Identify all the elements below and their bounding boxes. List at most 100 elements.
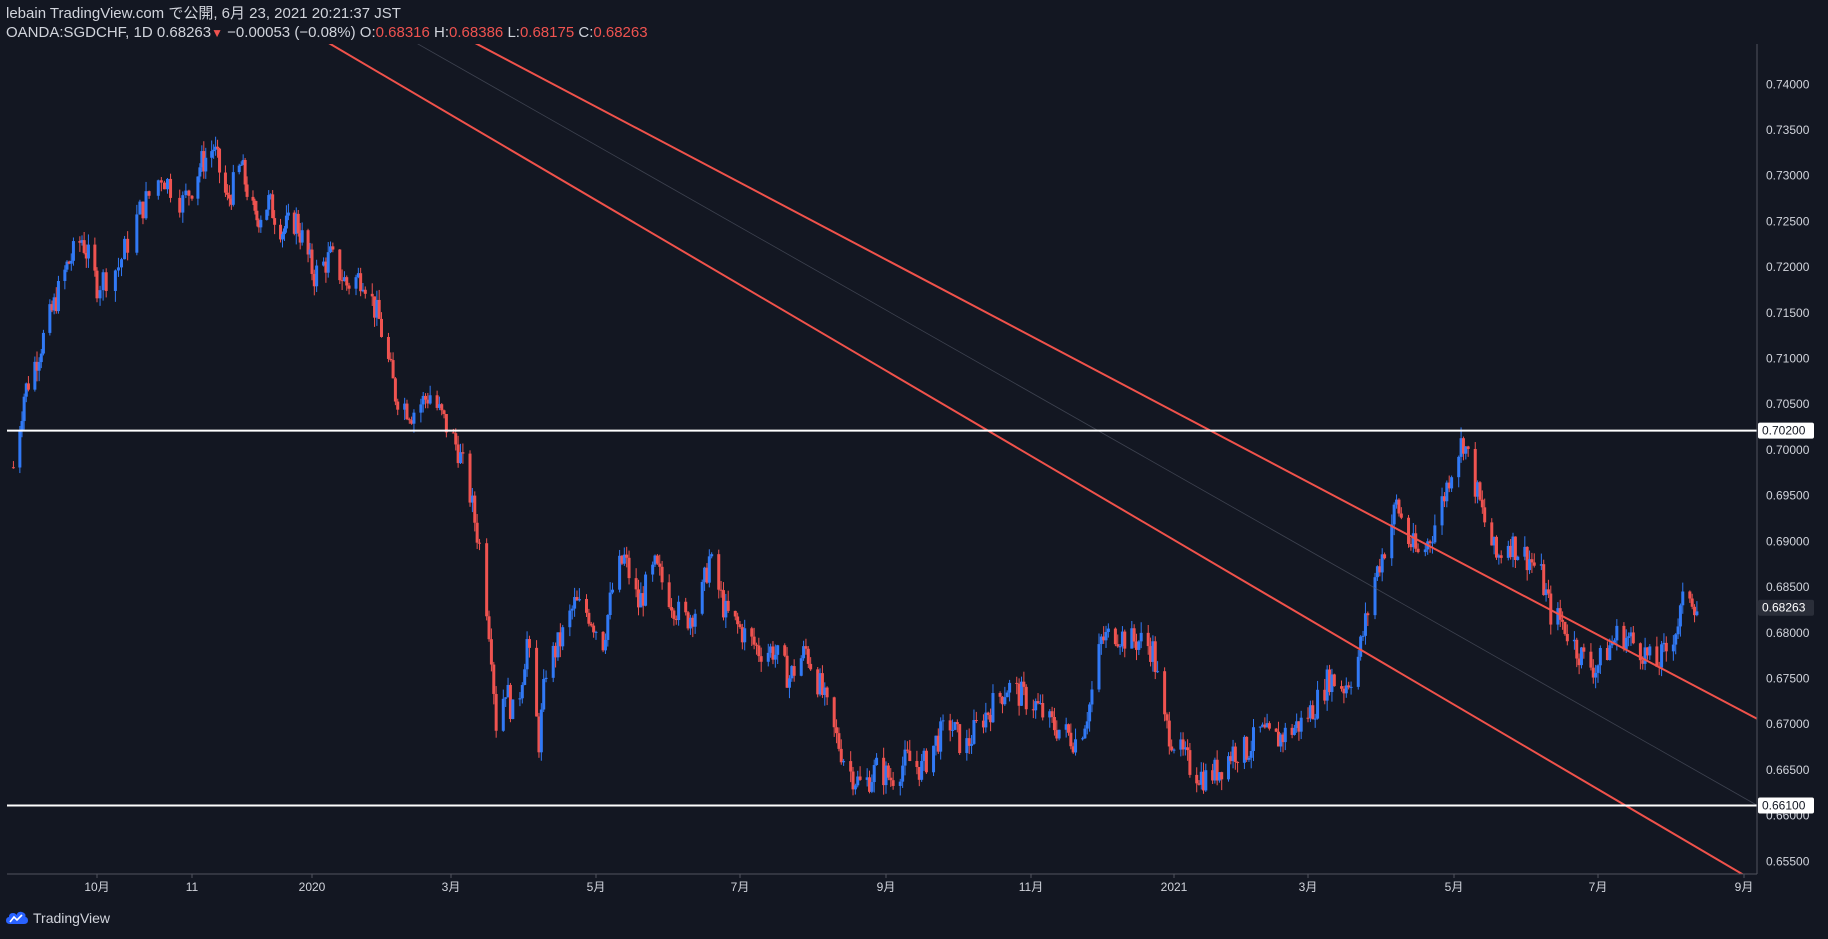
y-tick-label: 0.70000 bbox=[1766, 443, 1810, 457]
candle-body bbox=[391, 360, 395, 379]
candle-body bbox=[518, 698, 522, 700]
candle-body bbox=[1447, 482, 1451, 489]
candle-body bbox=[551, 645, 555, 678]
candle-body bbox=[141, 201, 145, 219]
candle-body bbox=[204, 157, 208, 172]
candle-body bbox=[989, 714, 993, 723]
candle-body bbox=[48, 304, 52, 333]
candle-body bbox=[253, 200, 257, 211]
candle-body bbox=[1490, 522, 1494, 546]
candle-body bbox=[870, 782, 874, 792]
candle-body bbox=[1457, 456, 1461, 478]
candle-body bbox=[1179, 739, 1183, 750]
tradingview-brand: TradingView bbox=[33, 910, 111, 926]
candle-body bbox=[377, 299, 381, 319]
candle-body bbox=[18, 430, 22, 468]
x-tick-label: 5月 bbox=[1445, 880, 1464, 894]
candle-body bbox=[1596, 665, 1600, 673]
candle-body bbox=[865, 777, 869, 780]
candle-body bbox=[1440, 496, 1444, 526]
tradingview-cloud-icon bbox=[6, 911, 28, 924]
candle-body bbox=[651, 564, 655, 575]
y-tick-label: 0.73000 bbox=[1766, 169, 1810, 183]
candle-body bbox=[1655, 646, 1659, 667]
candle-body bbox=[901, 765, 905, 782]
candle-body bbox=[924, 750, 928, 773]
candle-body bbox=[1497, 555, 1501, 558]
candle-body bbox=[915, 760, 919, 768]
tradingview-footer[interactable]: TradingView bbox=[6, 910, 110, 926]
candle-body bbox=[1430, 542, 1434, 544]
candle-body bbox=[1556, 608, 1560, 625]
channel-midline[interactable] bbox=[375, 19, 1766, 810]
candle-body bbox=[93, 244, 97, 271]
trend-channel-line[interactable] bbox=[430, 19, 1765, 723]
candle-body bbox=[1612, 640, 1616, 643]
candle-body bbox=[437, 404, 441, 408]
candle-body bbox=[1392, 504, 1396, 525]
candle-body bbox=[1409, 543, 1413, 548]
trend-channel-line[interactable] bbox=[288, 19, 1765, 887]
candle-body bbox=[1281, 734, 1285, 743]
candle-body bbox=[1151, 641, 1155, 662]
candle-body bbox=[1120, 631, 1124, 647]
candle-body bbox=[655, 555, 659, 564]
candle-body bbox=[1509, 545, 1513, 558]
candle-body bbox=[691, 617, 695, 627]
candle-body bbox=[370, 293, 374, 297]
candle-body bbox=[1316, 689, 1320, 719]
candle-body bbox=[891, 780, 895, 786]
x-tick-label: 2021 bbox=[1161, 880, 1188, 894]
candle-body bbox=[556, 632, 560, 658]
candle-body bbox=[1629, 632, 1633, 637]
low-value: 0.68175 bbox=[519, 24, 575, 41]
chart-header: lebain TradingView.com で公開, 6月 23, 2021 … bbox=[6, 4, 648, 43]
candle-body bbox=[653, 555, 657, 565]
candle-body bbox=[202, 151, 206, 172]
candle-body bbox=[1643, 647, 1647, 664]
candle-body bbox=[618, 555, 622, 590]
candle-body bbox=[787, 678, 791, 688]
candle-body bbox=[501, 698, 505, 731]
candle-body bbox=[1690, 598, 1694, 607]
candle-body bbox=[785, 655, 789, 688]
candle-body bbox=[363, 289, 367, 294]
candle-body bbox=[1483, 507, 1487, 523]
candle-body bbox=[1000, 696, 1004, 705]
candle-body bbox=[294, 213, 298, 234]
candle-body bbox=[1123, 631, 1127, 649]
candle-body bbox=[1328, 669, 1332, 693]
candle-body bbox=[520, 684, 524, 699]
candle-body bbox=[1660, 644, 1664, 668]
candle-body bbox=[1220, 772, 1224, 780]
candle-body bbox=[1015, 682, 1019, 684]
candle-body bbox=[1676, 626, 1680, 635]
candle-body bbox=[1605, 648, 1609, 661]
candle-body bbox=[707, 556, 711, 583]
candle-body bbox=[818, 673, 822, 695]
candle-body bbox=[710, 554, 714, 557]
candle-body bbox=[71, 241, 75, 261]
candle-body bbox=[306, 230, 310, 255]
candle-body bbox=[1134, 641, 1138, 650]
candle-body bbox=[1492, 536, 1496, 546]
candle-body bbox=[52, 297, 56, 311]
candle-body bbox=[1433, 525, 1437, 543]
y-tick-label: 0.71500 bbox=[1766, 306, 1810, 320]
candle-body bbox=[419, 404, 423, 413]
candle-body bbox=[1375, 566, 1379, 578]
candle-body bbox=[1231, 746, 1235, 762]
candle-body bbox=[1099, 636, 1103, 645]
plot-area[interactable] bbox=[7, 44, 1757, 874]
symbol-legend[interactable]: OANDA:SGDCHF, 1D 0.68263▼ −0.00053 (−0.0… bbox=[6, 23, 648, 43]
candle-body bbox=[603, 639, 607, 651]
price-change: −0.00053 (−0.08%) bbox=[227, 24, 356, 41]
x-tick-label: 5月 bbox=[587, 880, 606, 894]
candle-body bbox=[1034, 701, 1038, 711]
candle-body bbox=[955, 722, 959, 725]
candle-body bbox=[190, 195, 194, 199]
candle-body bbox=[783, 645, 787, 656]
x-tick-label: 3月 bbox=[1299, 880, 1318, 894]
candle-body bbox=[1627, 636, 1631, 638]
